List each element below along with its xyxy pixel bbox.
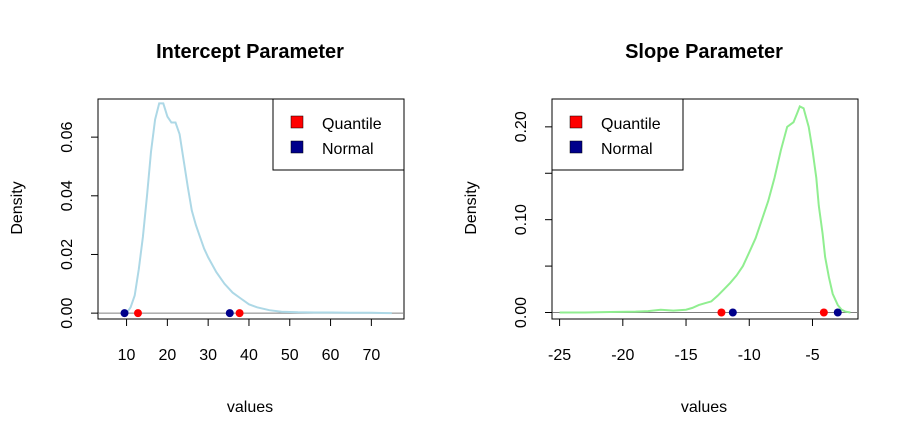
slope-point-normal: [833, 308, 842, 317]
intercept-title: Intercept Parameter: [156, 41, 344, 63]
intercept-point-quantile: [133, 309, 142, 318]
slope-point-quantile: [819, 308, 828, 317]
slope-legend-box: [551, 98, 684, 171]
slope-y-tick-label: 0.00: [513, 297, 530, 328]
slope-xlabel: values: [681, 399, 727, 416]
slope-point-normal: [728, 308, 737, 317]
intercept-point-quantile: [235, 309, 244, 318]
slope-x-tick-label: -20: [611, 347, 634, 364]
intercept-legend-normal-label: Normal: [322, 141, 374, 158]
slope-x-tick-label: -10: [738, 347, 761, 364]
intercept-x-tick-label: 50: [281, 347, 299, 364]
intercept-ylabel: Density: [9, 181, 26, 234]
intercept-x-tick-label: 20: [158, 347, 176, 364]
slope-panel: Slope Parameter values Density 0.000.100…: [463, 41, 859, 416]
intercept-y-tick-label: 0.00: [59, 297, 76, 328]
slope-y-tick-label: 0.20: [513, 111, 530, 142]
slope-legend-normal-label: Normal: [601, 141, 653, 158]
intercept-density-line: [125, 102, 392, 315]
intercept-legend: Quantile Normal: [272, 98, 405, 171]
slope-x-tick-label: -5: [805, 347, 819, 364]
intercept-legend-normal-swatch: [290, 140, 304, 154]
intercept-x-tick-label: 40: [240, 347, 258, 364]
intercept-panel: Intercept Parameter values Density 0.000…: [9, 41, 405, 416]
slope-title: Slope Parameter: [625, 41, 783, 63]
slope-point-quantile: [717, 308, 726, 317]
slope-legend-quantile-label: Quantile: [601, 116, 661, 133]
slope-legend-normal-swatch: [569, 140, 583, 154]
intercept-y-axis: 0.00 0.02 0.04 0.06: [59, 121, 99, 329]
intercept-point-normal: [225, 309, 234, 318]
intercept-x-tick-label: 10: [118, 347, 136, 364]
intercept-y-tick-label: 0.04: [59, 180, 76, 211]
intercept-x-tick-label: 70: [362, 347, 380, 364]
slope-points: [717, 308, 842, 317]
intercept-xlabel: values: [227, 399, 273, 416]
intercept-legend-quantile-swatch: [290, 115, 304, 129]
intercept-y-tick-label: 0.06: [59, 121, 76, 152]
slope-legend: Quantile Normal: [551, 98, 684, 171]
intercept-legend-box: [272, 98, 405, 171]
slope-y-axis: 0.00 0.10 0.20: [513, 111, 553, 328]
slope-ylabel: Density: [463, 181, 480, 234]
intercept-legend-quantile-label: Quantile: [322, 116, 382, 133]
slope-legend-quantile-swatch: [569, 115, 583, 129]
intercept-y-tick-label: 0.02: [59, 239, 76, 270]
intercept-point-normal: [120, 309, 129, 318]
intercept-points: [120, 309, 244, 318]
slope-x-tick-label: -15: [674, 347, 697, 364]
slope-density-line: [559, 105, 851, 314]
intercept-x-tick-label: 30: [199, 347, 217, 364]
slope-x-axis: -25 -20 -15 -10 -5: [548, 318, 820, 364]
intercept-x-tick-label: 60: [322, 347, 340, 364]
intercept-x-axis: 10 20 30 40 50 60 70: [118, 318, 380, 364]
slope-y-tick-label: 0.10: [513, 204, 530, 235]
slope-x-tick-label: -25: [548, 347, 571, 364]
